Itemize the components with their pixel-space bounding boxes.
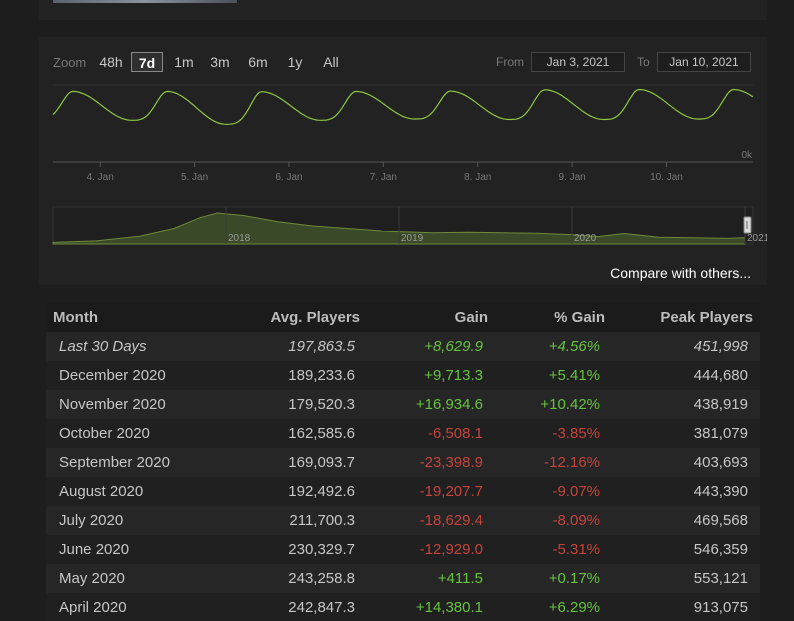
cell-month: September 2020 [46, 448, 222, 477]
cell-pct-gain: -8.09% [495, 506, 612, 535]
cell-month: April 2020 [46, 593, 222, 621]
player-count-line [52, 88, 754, 125]
table-row: September 2020 169,093.7 -23,398.9 -12.16% 4… [46, 448, 760, 477]
zoom-1m-button[interactable]: 1m [174, 54, 194, 70]
header-gain[interactable]: Gain [367, 303, 495, 332]
table-row: December 2020 189,233.6 +9,713.3 +5.41% 444,… [46, 361, 760, 390]
cell-gain: +8,629.9 [367, 332, 495, 361]
zoom-48h-button[interactable]: 48h [99, 54, 123, 70]
cell-month: July 2020 [46, 506, 222, 535]
y-tick-label: 0k [741, 150, 753, 161]
zoom-1y-button[interactable]: 1y [287, 54, 303, 70]
table-row: July 2020 211,700.3 -18,629.4 -8.09% 469,568 [46, 506, 760, 535]
cell-avg-players: 230,329.7 [222, 535, 367, 564]
cell-peak-players: 553,121 [612, 564, 760, 593]
cell-gain: -6,508.1 [367, 419, 495, 448]
cell-avg-players: 242,847.3 [222, 593, 367, 621]
cell-pct-gain: +5.41% [495, 361, 612, 390]
cell-month: November 2020 [46, 390, 222, 419]
cell-gain: -19,207.7 [367, 477, 495, 506]
header-pct-gain[interactable]: % Gain [495, 303, 612, 332]
cell-avg-players: 169,093.7 [222, 448, 367, 477]
cell-gain: +9,713.3 [367, 361, 495, 390]
from-date-input[interactable] [531, 52, 625, 72]
table-row: Last 30 Days 197,863.5 +8,629.9 +4.56% 451,9… [46, 332, 760, 361]
player-count-chart[interactable]: 4. Jan 5. Jan 6. Jan 7. Jan 8. Jan 9. Jan 10. … [39, 37, 767, 252]
table-row: June 2020 230,329.7 -12,929.0 -5.31% 546,359 [46, 535, 760, 564]
screenshot-thumbnail[interactable] [53, 0, 237, 3]
x-tick-label: 5. Jan [181, 172, 208, 183]
cell-peak-players: 451,998 [612, 332, 760, 361]
cell-avg-players: 179,520.3 [222, 390, 367, 419]
cell-peak-players: 438,919 [612, 390, 760, 419]
x-tick-label: 8. Jan [464, 172, 491, 183]
cell-peak-players: 381,079 [612, 419, 760, 448]
x-tick-label: 4. Jan [87, 172, 114, 183]
cell-month: Last 30 Days [46, 332, 222, 361]
top-panel [39, 0, 767, 20]
cell-avg-players: 189,233.6 [222, 361, 367, 390]
compare-with-others-link[interactable]: Compare with others... [610, 265, 751, 281]
table-row: April 2020 242,847.3 +14,380.1 +6.29% 913,07… [46, 593, 760, 621]
zoom-7d-button[interactable]: 7d [131, 52, 163, 72]
cell-avg-players: 211,700.3 [222, 506, 367, 535]
monthly-stats-table: Month Avg. Players Gain % Gain Peak Play… [46, 303, 760, 621]
header-avg-players[interactable]: Avg. Players [222, 303, 367, 332]
table-row: November 2020 179,520.3 +16,934.6 +10.42% 43… [46, 390, 760, 419]
cell-peak-players: 469,568 [612, 506, 760, 535]
cell-pct-gain: -9.07% [495, 477, 612, 506]
cell-avg-players: 162,585.6 [222, 419, 367, 448]
cell-gain: +411.5 [367, 564, 495, 593]
to-date-input[interactable] [657, 52, 751, 72]
cell-peak-players: 546,359 [612, 535, 760, 564]
cell-gain: -12,929.0 [367, 535, 495, 564]
zoom-label: Zoom [53, 55, 87, 70]
cell-pct-gain: -5.31% [495, 535, 612, 564]
zoom-3m-button[interactable]: 3m [210, 54, 230, 70]
navigator-tick-label: 2018 [228, 233, 251, 244]
cell-month: October 2020 [46, 419, 222, 448]
cell-month: August 2020 [46, 477, 222, 506]
cell-month: December 2020 [46, 361, 222, 390]
zoom-row: Zoom 48h 7d 1m 3m 6m 1y All From To [53, 52, 753, 74]
cell-pct-gain: +4.56% [495, 332, 612, 361]
cell-gain: -18,629.4 [367, 506, 495, 535]
cell-peak-players: 444,680 [612, 361, 760, 390]
cell-pct-gain: -3.85% [495, 419, 612, 448]
cell-pct-gain: +6.29% [495, 593, 612, 621]
header-peak-players[interactable]: Peak Players [612, 303, 760, 332]
cell-pct-gain: +0.17% [495, 564, 612, 593]
x-tick-label: 7. Jan [370, 172, 397, 183]
navigator-tick-label: 2019 [401, 233, 424, 244]
zoom-6m-button[interactable]: 6m [248, 54, 268, 70]
table-header-row: Month Avg. Players Gain % Gain Peak Play… [46, 303, 760, 332]
table-row: October 2020 162,585.6 -6,508.1 -3.85% 381,0… [46, 419, 760, 448]
cell-avg-players: 197,863.5 [222, 332, 367, 361]
x-tick-label: 10. Jan [650, 172, 683, 183]
header-month[interactable]: Month [46, 303, 222, 332]
cell-gain: -23,398.9 [367, 448, 495, 477]
cell-avg-players: 192,492.6 [222, 477, 367, 506]
cell-pct-gain: -12.16% [495, 448, 612, 477]
chart-panel: Zoom 48h 7d 1m 3m 6m 1y All From To 4. J… [39, 37, 767, 285]
cell-avg-players: 243,258.8 [222, 564, 367, 593]
x-tick-label: 6. Jan [275, 172, 302, 183]
cell-month: June 2020 [46, 535, 222, 564]
navigator-tick-label: 2020 [574, 233, 597, 244]
cell-peak-players: 913,075 [612, 593, 760, 621]
from-label: From [496, 55, 524, 69]
cell-gain: +14,380.1 [367, 593, 495, 621]
zoom-all-button[interactable]: All [323, 54, 339, 70]
monthly-stats-table-panel: Month Avg. Players Gain % Gain Peak Play… [39, 303, 767, 621]
cell-month: May 2020 [46, 564, 222, 593]
cell-pct-gain: +10.42% [495, 390, 612, 419]
to-label: To [637, 55, 650, 69]
x-tick-label: 9. Jan [558, 172, 585, 183]
cell-peak-players: 403,693 [612, 448, 760, 477]
table-row: May 2020 243,258.8 +411.5 +0.17% 553,121 [46, 564, 760, 593]
table-row: August 2020 192,492.6 -19,207.7 -9.07% 443,3… [46, 477, 760, 506]
cell-peak-players: 443,390 [612, 477, 760, 506]
navigator-tick-label: 2021 [747, 233, 767, 244]
cell-gain: +16,934.6 [367, 390, 495, 419]
